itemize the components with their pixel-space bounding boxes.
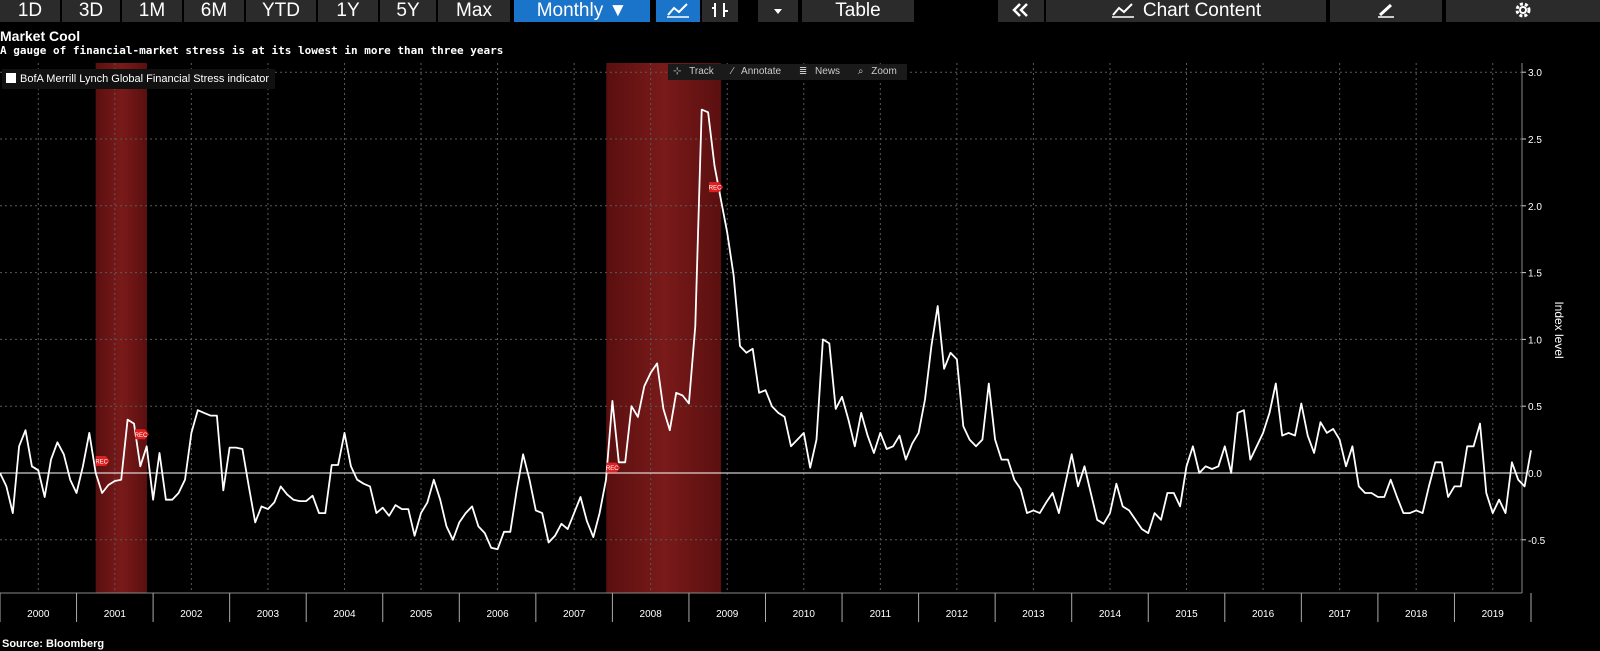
frequency-dropdown[interactable]: Monthly ▼ [514, 0, 650, 22]
x-tick-label: 2008 [640, 609, 663, 620]
chart-content-icon [1111, 3, 1134, 18]
recession-band-0 [95, 63, 147, 593]
range-1d-button[interactable]: 1D [0, 0, 60, 22]
y-tick-label: 0.5 [1528, 402, 1542, 413]
chart-subtitle: A gauge of financial-market stress is at… [0, 44, 504, 57]
x-tick-label: 2019 [1482, 609, 1505, 620]
x-tick-label: 2000 [27, 609, 50, 620]
x-tick-label: 2011 [870, 609, 892, 620]
y-tick-label: 2.0 [1528, 202, 1542, 213]
y-tick-label: 2.5 [1528, 135, 1542, 146]
recession-marker[interactable]: REC [709, 182, 724, 193]
chart-type-dropdown-icon[interactable] [758, 0, 798, 22]
recession-marker[interactable]: REC [135, 429, 149, 440]
chart-content-label: Chart Content [1142, 0, 1262, 21]
x-tick-label: 2006 [486, 609, 509, 620]
news-tool[interactable]: ≣ News [798, 66, 841, 77]
gear-icon[interactable] [1446, 0, 1600, 22]
x-tick-label: 2018 [1405, 609, 1428, 620]
x-tick-label: 2005 [410, 609, 433, 620]
toolbar: 1D 3D 1M 6M YTD 1Y 5Y Max Monthly ▼ Tabl… [0, 0, 1600, 22]
range-ytd-button[interactable]: YTD [246, 0, 316, 22]
svg-text:REC: REC [95, 460, 108, 466]
recession-band-1 [606, 63, 722, 593]
chart-content-button[interactable]: Chart Content [1046, 0, 1326, 22]
range-5y-button[interactable]: 5Y [380, 0, 436, 22]
x-tick-label: 2016 [1252, 609, 1275, 620]
series-line-stress-indicator [0, 108, 1532, 551]
range-6m-button[interactable]: 6M [184, 0, 244, 22]
svg-text:REC: REC [606, 466, 619, 472]
x-tick-label: 2001 [104, 609, 127, 620]
pencil-icon[interactable] [1330, 0, 1442, 22]
x-tick-label: 2017 [1329, 609, 1352, 620]
recession-marker[interactable]: REC [95, 456, 110, 466]
x-tick-label: 2004 [333, 609, 356, 620]
svg-text:REC: REC [709, 186, 722, 192]
source-note: Source: Bloomberg [2, 638, 105, 650]
range-3d-button[interactable]: 3D [62, 0, 120, 22]
double-chevron-left-icon[interactable] [998, 0, 1044, 22]
legend-swatch [6, 73, 16, 83]
track-tool[interactable]: ⊹ Track [673, 66, 714, 77]
bar-chart-icon[interactable] [702, 0, 738, 22]
chart-header: Market Cool A gauge of financial-market … [0, 28, 503, 58]
x-tick-label: 2003 [257, 609, 280, 620]
x-tick-label: 2002 [180, 609, 203, 620]
y-tick-label: -0.5 [1528, 536, 1546, 547]
y-tick-label: 1.5 [1528, 269, 1542, 280]
annotate-tool[interactable]: ∕ Annotate [731, 66, 782, 77]
y-tick-label: 0.0 [1528, 469, 1542, 480]
x-tick-label: 2013 [1022, 609, 1045, 620]
table-button[interactable]: Table [802, 0, 914, 22]
range-max-button[interactable]: Max [438, 0, 510, 22]
y-tick-label: 1.0 [1528, 335, 1542, 346]
y-tick-label: 3.0 [1528, 68, 1542, 79]
svg-text:REC: REC [135, 433, 148, 439]
line-chart-icon[interactable] [656, 0, 700, 22]
legend[interactable]: BofA Merrill Lynch Global Financial Stre… [2, 69, 276, 89]
range-1y-button[interactable]: 1Y [318, 0, 378, 22]
x-tick-label: 2014 [1099, 609, 1122, 620]
x-tick-label: 2009 [716, 609, 739, 620]
zoom-tool[interactable]: ⌕ Zoom [857, 66, 897, 77]
range-1m-button[interactable]: 1M [122, 0, 182, 22]
chart-tools: ⊹ Track ∕ Annotate ≣ News ⌕ Zoom [668, 64, 907, 80]
y-axis-label: Index level [1552, 301, 1566, 358]
chart-title: Market Cool [0, 28, 81, 44]
x-tick-label: 2015 [1175, 609, 1198, 620]
x-tick-label: 2010 [793, 609, 816, 620]
recession-marker[interactable]: REC [606, 462, 621, 473]
x-tick-label: 2007 [563, 609, 586, 620]
legend-label: BofA Merrill Lynch Global Financial Stre… [20, 73, 270, 85]
x-tick-label: 2012 [946, 609, 969, 620]
